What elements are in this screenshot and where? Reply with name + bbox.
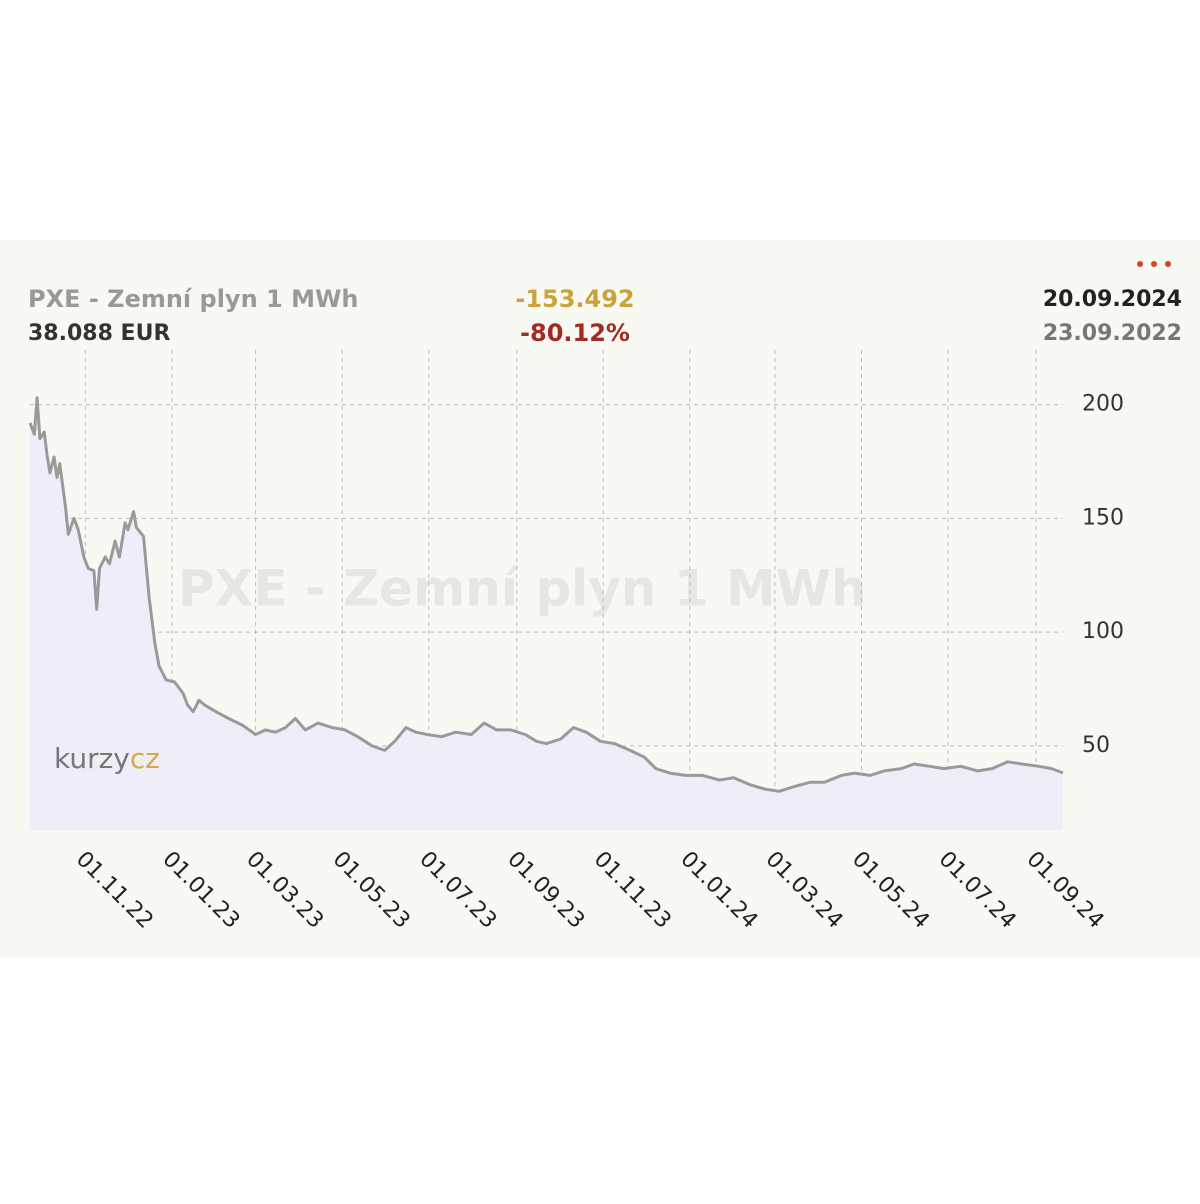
watermark: PXE - Zemní plyn 1 MWh: [178, 560, 867, 618]
price-line: [28, 396, 1064, 793]
y-tick-label: 100: [1082, 619, 1124, 644]
dot: [1151, 261, 1157, 267]
y-tick-label: 200: [1082, 392, 1124, 417]
start-date: 23.09.2022: [1043, 321, 1182, 346]
logo-part: cz: [130, 742, 160, 775]
change-percent: -80.12%: [520, 319, 630, 347]
logo: kurzycz: [54, 742, 160, 775]
end-date: 20.09.2024: [1043, 287, 1182, 312]
logo-part: kurzy: [54, 742, 130, 775]
dot: [1137, 261, 1143, 267]
chart-title: PXE - Zemní plyn 1 MWh: [28, 285, 359, 313]
change: -153.492: [515, 285, 634, 313]
last-value: 38.088 EUR: [28, 321, 170, 346]
y-tick-label: 50: [1082, 733, 1110, 758]
panel: [0, 240, 1200, 958]
dot: [1165, 261, 1171, 267]
y-tick-label: 150: [1082, 505, 1124, 530]
menu-dots[interactable]: [1137, 261, 1171, 267]
area: [30, 397, 1063, 830]
